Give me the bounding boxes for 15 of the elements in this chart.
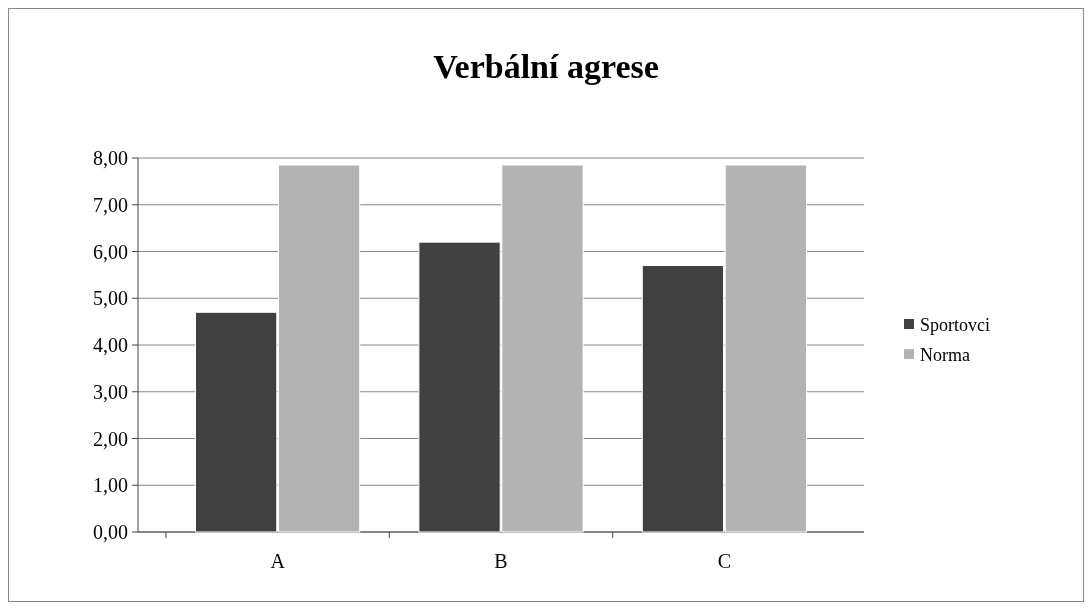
chart-title: Verbální agrese [433, 48, 659, 85]
y-tick-label: 6,00 [93, 240, 128, 263]
legend-label: Norma [920, 345, 970, 366]
y-tick-label: 1,00 [93, 474, 128, 497]
x-tick-label: B [494, 550, 508, 572]
legend-label: Sportovci [920, 315, 990, 336]
y-tick-label: 4,00 [93, 334, 128, 356]
x-tick-label: C [717, 550, 732, 572]
y-tick-label: 2,00 [93, 427, 128, 450]
x-tick-label: A [270, 550, 286, 572]
y-tick-label: 8,00 [93, 147, 128, 169]
y-tick-label: 3,00 [93, 380, 128, 403]
y-tick-label: 0,00 [93, 521, 128, 543]
y-tick-label: 7,00 [93, 193, 128, 216]
y-tick-label: 5,00 [93, 287, 128, 310]
